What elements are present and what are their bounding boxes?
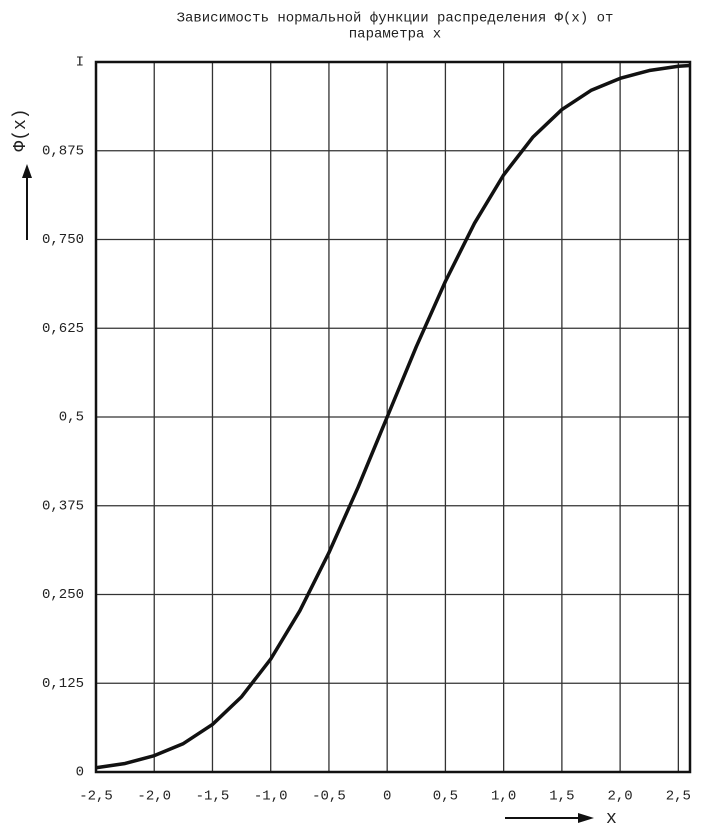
y-arrow-head <box>22 164 32 178</box>
x-tick-label: 0,5 <box>433 789 458 805</box>
y-tick-label: 0,750 <box>42 232 84 248</box>
x-tick-label: 1,0 <box>491 789 516 805</box>
data-line <box>95 63 691 770</box>
x-tick-label: -2,5 <box>79 789 113 805</box>
y-tick-label: 0,625 <box>42 321 84 337</box>
plot-frame <box>94 60 692 774</box>
x-tick-label: -0,5 <box>312 789 346 805</box>
x-tick-label: 2,0 <box>608 789 633 805</box>
y-tick-label: 0 <box>76 765 84 781</box>
y-tick-label: 0,250 <box>42 587 84 603</box>
x-tick-label: -1,0 <box>254 789 288 805</box>
x-tick-label: -1,5 <box>196 789 230 805</box>
y-tick-label: 0,375 <box>42 498 84 514</box>
x-arrow-head <box>578 813 594 823</box>
y-tick-label: 0,125 <box>42 676 84 692</box>
x-tick-label: 0 <box>383 789 391 805</box>
chart-title: параметра x <box>349 27 441 43</box>
x-tick-label: -2,0 <box>137 789 171 805</box>
y-axis-label: Φ(x) <box>11 108 31 151</box>
y-tick-label: I <box>76 55 84 71</box>
x-tick-label: 1,5 <box>549 789 574 805</box>
x-axis-label: x <box>606 809 617 829</box>
x-tick-label: 2,5 <box>666 789 691 805</box>
y-tick-label: 0,5 <box>59 410 84 426</box>
chart-title: Зависимость нормальной функции распредел… <box>177 10 614 27</box>
y-tick-label: 0,875 <box>42 143 84 159</box>
